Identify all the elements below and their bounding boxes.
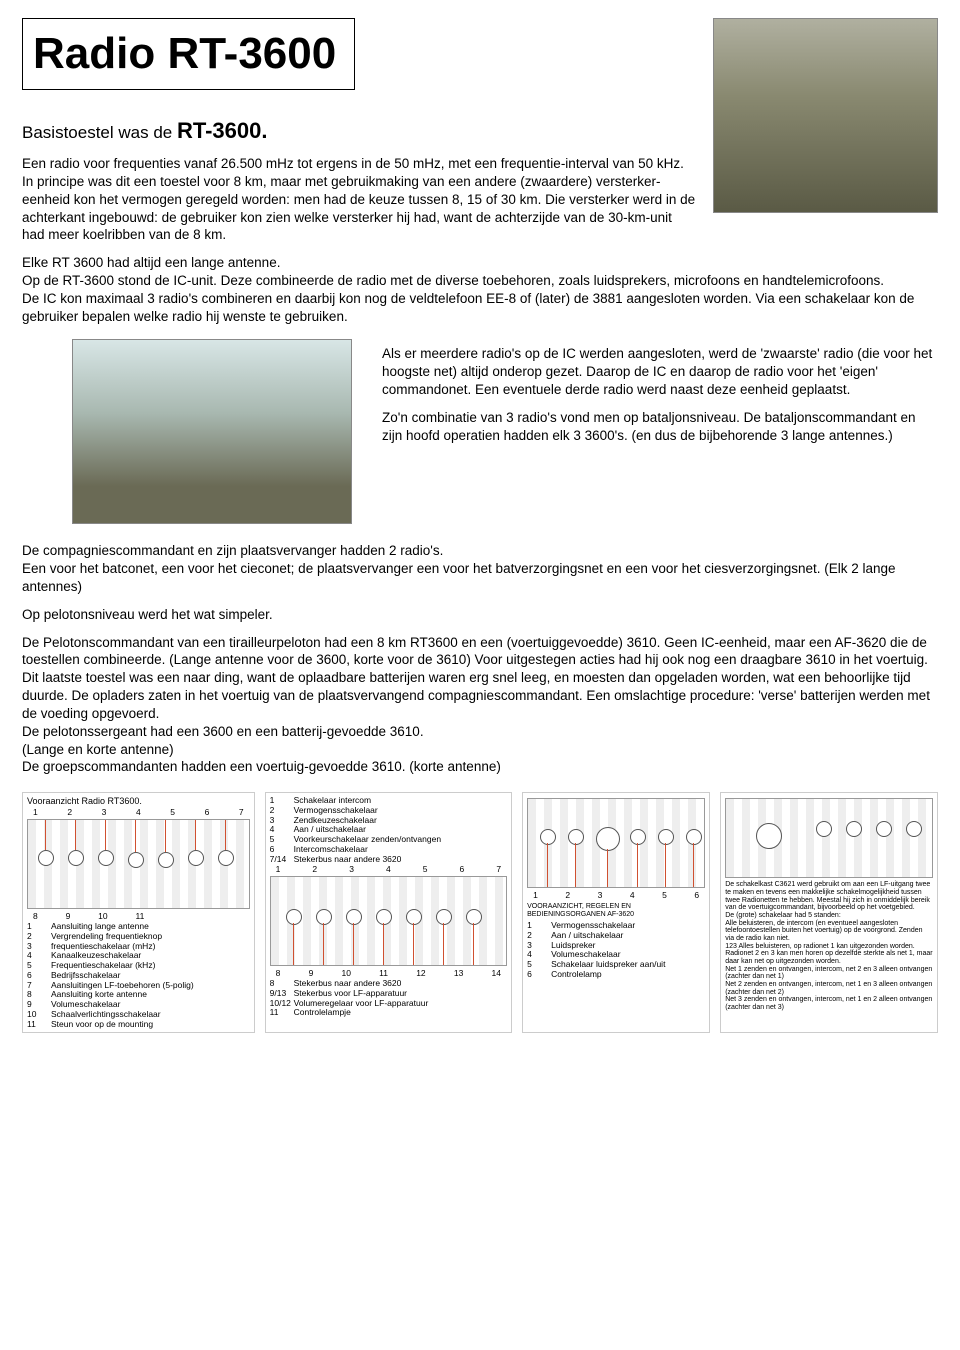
legend-row: 11 Controlelampje — [270, 1008, 507, 1018]
intro-p2a: Elke RT 3600 had altijd een lange antenn… — [22, 255, 280, 270]
page-title: Radio RT-3600 — [33, 25, 336, 83]
lower-p5: De pelotonssergeant had een 3600 en een … — [22, 724, 424, 739]
diagram-4: De schakelkast C3621 werd gebruikt om aa… — [720, 792, 938, 1033]
d4-line: De schakelkast C3621 werd gebruikt om aa… — [725, 881, 933, 912]
num-label: 8 — [33, 912, 38, 922]
subtitle-model: RT-3600. — [177, 118, 268, 143]
mid-row: Als er meerdere radio's op de IC werden … — [22, 339, 938, 524]
num-label: 4 — [136, 808, 141, 818]
mid-p2: Zo'n combinatie van 3 radio's vond men o… — [382, 410, 915, 443]
num-label: 7 — [496, 865, 501, 875]
num-label: 6 — [460, 865, 465, 875]
d2-legend-bot: 8Stekerbus naar andere 36209/13Stekerbus… — [270, 979, 507, 1018]
num-label: 12 — [416, 969, 425, 979]
num-label: 3 — [598, 891, 603, 901]
num-label: 1 — [533, 891, 538, 901]
num-label: 7 — [239, 808, 244, 818]
num-label: 2 — [67, 808, 72, 818]
num-label: 8 — [276, 969, 281, 979]
num-label: 4 — [386, 865, 391, 875]
diagrams-row: Vooraanzicht Radio RT3600. 1234567 89101… — [22, 792, 938, 1033]
d4-line: Net 2 zenden en ontvangen, intercom, net… — [725, 981, 933, 996]
legend-num: 11 — [27, 1020, 45, 1030]
lower-p4: De Pelotonscommandant van een tirailleur… — [22, 635, 930, 721]
d1-title: Vooraanzicht Radio RT3600. — [27, 796, 250, 806]
d3-caption: VOORAANZICHT, REGELEN EN BEDIENINGSORGAN… — [527, 903, 705, 919]
d3-num-top: 1 2 3 4 5 6 — [527, 891, 705, 901]
lower-p1: De compagniescommandant en zijn plaatsve… — [22, 543, 443, 558]
d1-legend: 1Aansluiting lange antenne2Vergrendeling… — [27, 922, 250, 1029]
num-label: 2 — [565, 891, 570, 901]
legend-text: Steun voor op de mounting — [51, 1020, 153, 1030]
d4-finetext: De schakelkast C3621 werd gebruikt om aa… — [725, 881, 933, 1012]
diagram-2: 1Schakelaar intercom2Vermogensschakelaar… — [265, 792, 512, 1033]
intro-p1: Een radio voor frequenties vanaf 26.500 … — [22, 155, 697, 244]
mid-text: Als er meerdere radio's op de IC werden … — [382, 339, 938, 444]
d4-line: De (grote) schakelaar had 5 standen: — [725, 912, 933, 920]
num-label: 3 — [102, 808, 107, 818]
d4-line: Net 1 zenden en ontvangen, intercom, net… — [725, 966, 933, 981]
d1-num-top: 1 2 3 4 5 6 7 — [27, 808, 250, 818]
num-label: 2 — [312, 865, 317, 875]
lower-p2: Een voor het batconet, een voor het ciec… — [22, 561, 896, 594]
d4-line: Net 3 zenden en ontvangen, intercom, net… — [725, 996, 933, 1011]
d2-legend-top: 1Schakelaar intercom2Vermogensschakelaar… — [270, 796, 507, 864]
num-label: 4 — [630, 891, 635, 901]
d2-num-mid: 1 2 3 4 5 6 7 — [270, 865, 507, 875]
legend-num: 11 — [270, 1008, 288, 1018]
num-label: 5 — [170, 808, 175, 818]
lower-p7: De groepscommandanten hadden een voertui… — [22, 759, 501, 774]
d4-schematic — [725, 798, 933, 878]
intro-p2c: De IC kon maximaal 3 radio's combineren … — [22, 291, 914, 324]
legend-text: Controlelampje — [294, 1008, 351, 1018]
intro-section-2: Elke RT 3600 had altijd een lange antenn… — [22, 254, 938, 325]
num-label: 5 — [423, 865, 428, 875]
legend-row: 6 Controlelamp — [527, 970, 705, 980]
d3-legend: 1Vermogensschakelaar2Aan / uitschakelaar… — [527, 921, 705, 980]
d2-schematic — [270, 876, 507, 966]
num-label: 14 — [492, 969, 501, 979]
num-label: 3 — [349, 865, 354, 875]
legend-num: 6 — [527, 970, 545, 980]
mounted-photo — [72, 339, 352, 524]
title-box: Radio RT-3600 — [22, 18, 355, 90]
num-label: 1 — [33, 808, 38, 818]
header-text: Radio RT-3600 Basistoestel was de RT-360… — [22, 18, 697, 254]
lower-section: De compagniescommandant en zijn plaatsve… — [22, 542, 938, 776]
d4-line: Alle beluisteren, de intercom (en eventu… — [725, 920, 933, 943]
d4-line: Radionet 2 en 3 kan men horen op dezelfd… — [725, 950, 933, 965]
legend-text: Controlelamp — [551, 970, 602, 980]
radio-photo — [713, 18, 938, 213]
legend-row: 11 Steun voor op de mounting — [27, 1020, 250, 1030]
diagram-3: 1 2 3 4 5 6 VOORAANZICHT, REGELEN EN BEDIENIN… — [522, 792, 710, 1033]
lower-p3: Op pelotonsniveau werd het wat simpeler. — [22, 606, 938, 624]
d3-schematic — [527, 798, 705, 888]
header-row: Radio RT-3600 Basistoestel was de RT-360… — [22, 18, 938, 254]
intro-p2b: Op de RT-3600 stond de IC-unit. Deze com… — [22, 273, 884, 288]
num-label: 1 — [276, 865, 281, 875]
lower-p6: (Lange en korte antenne) — [22, 742, 174, 757]
diagram-1: Vooraanzicht Radio RT3600. 1234567 89101… — [22, 792, 255, 1033]
subtitle: Basistoestel was de RT-3600. — [22, 116, 697, 145]
d4-line: 123 Alles beluisteren, op radionet 1 kan… — [725, 943, 933, 951]
num-label: 13 — [454, 969, 463, 979]
mid-p1: Als er meerdere radio's op de IC werden … — [382, 345, 938, 398]
num-label: 6 — [694, 891, 699, 901]
num-label: 6 — [205, 808, 210, 818]
d1-schematic — [27, 819, 250, 909]
num-label: 5 — [662, 891, 667, 901]
subtitle-prefix: Basistoestel was de — [22, 123, 177, 142]
